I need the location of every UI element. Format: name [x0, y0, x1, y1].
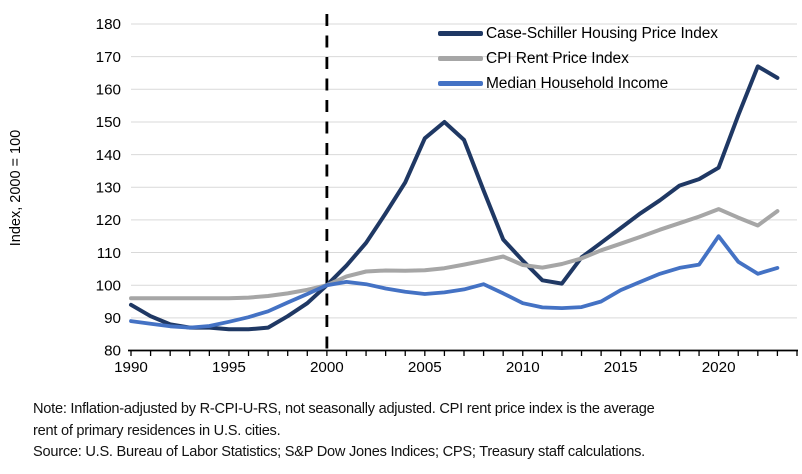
y-tick-label: 80	[104, 343, 121, 360]
chart-svg: 80 90 100 110 120 130 140 150 160 170 180 1990 1995 2…	[96, 14, 798, 376]
x-tick-label: 1990	[114, 359, 148, 376]
legend-label: CPI Rent Price Index	[486, 49, 629, 67]
y-tick-label: 120	[96, 212, 121, 229]
y-tick-label: 180	[96, 16, 121, 33]
y-tick-label: 150	[96, 114, 121, 131]
x-tick-label: 1995	[212, 359, 246, 376]
series-line	[129, 207, 780, 301]
footnote: Note: Inflation-adjusted by R-CPI-U-RS, …	[33, 399, 655, 464]
y-tick-label: 170	[96, 49, 121, 66]
footnote-line: Note: Inflation-adjusted by R-CPI-U-RS, …	[33, 401, 655, 417]
y-tick-label: 140	[96, 147, 121, 164]
y-axis-title: Index, 2000 = 100	[8, 129, 24, 247]
x-tick-label: 2000	[310, 359, 344, 376]
legend-item: CPI Rent Price Index	[438, 46, 718, 71]
footnote-line: rent of primary residences in U.S. citie…	[33, 422, 281, 439]
x-tick-label: 2005	[408, 359, 442, 376]
y-tick-label: 110	[97, 245, 121, 262]
x-tick-label: 2015	[604, 359, 638, 376]
legend: Case-Schiller Housing Price Index CPI Re…	[438, 21, 718, 96]
legend-line-swatch	[438, 81, 483, 86]
legend-item: Median Household Income	[438, 71, 718, 96]
x-tick-label: 2010	[506, 359, 540, 376]
x-tick-label: 2020	[702, 359, 736, 376]
legend-item: Case-Schiller Housing Price Index	[438, 21, 718, 46]
y-tick-label: 100	[96, 277, 121, 294]
legend-line-swatch	[438, 56, 483, 61]
legend-line-swatch	[438, 31, 483, 36]
series-line	[129, 234, 780, 330]
footnote-line: Source: U.S. Bureau of Labor Statistics;…	[33, 444, 645, 460]
series-line	[129, 64, 780, 332]
y-tick-label: 130	[96, 179, 121, 196]
y-tick-label: 90	[104, 310, 121, 327]
legend-label: Case-Schiller Housing Price Index	[486, 24, 718, 42]
y-tick-label: 160	[96, 82, 121, 99]
legend-label: Median Household Income	[486, 74, 669, 92]
